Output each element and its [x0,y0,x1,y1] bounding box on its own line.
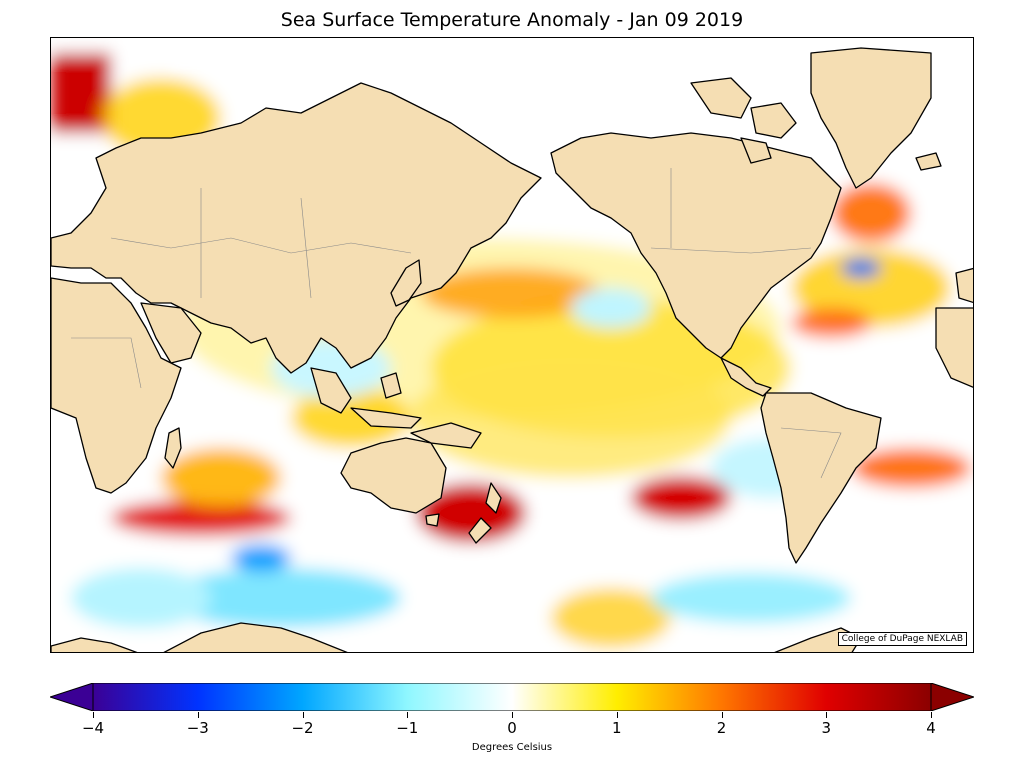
colorbar-tick [197,712,199,718]
colorbar-tick-label: −2 [291,719,314,737]
colorbar-tick [616,712,618,718]
colorbar-tick-label: 3 [821,719,832,737]
anomaly-field [51,38,973,652]
colorbar-extend-high [930,683,974,711]
colorbar-tick [407,712,409,718]
credit-label: College of DuPage NEXLAB [837,632,967,646]
sst-anomaly-map: College of DuPage NEXLAB [50,37,974,653]
map-canvas [51,38,973,652]
colorbar-tick [302,712,304,718]
colorbar-tick-label: −3 [186,719,209,737]
colorbar-gradient [92,683,932,711]
colorbar-tick-label: 4 [926,719,936,737]
colorbar-units-label: Degrees Celsius [471,742,553,753]
colorbar-tick-label: 2 [716,719,727,737]
colorbar-tick [93,712,94,718]
colorbar-tick [931,712,932,718]
colorbar-tick [512,712,513,718]
colorbar-tick-label: 0 [507,719,517,737]
colorbar-tick-label: 1 [611,719,622,737]
country-borders [71,168,842,479]
land-masses [51,47,973,652]
colorbar-tick-label: −4 [81,719,105,737]
colorbar-extend-low [50,683,94,711]
map-title: Sea Surface Temperature Anomaly - Jan 09… [280,9,744,31]
colorbar-tick [721,712,723,718]
colorbar-tick-label: −1 [396,719,419,737]
colorbar-tick [826,712,828,718]
colorbar [50,683,974,711]
